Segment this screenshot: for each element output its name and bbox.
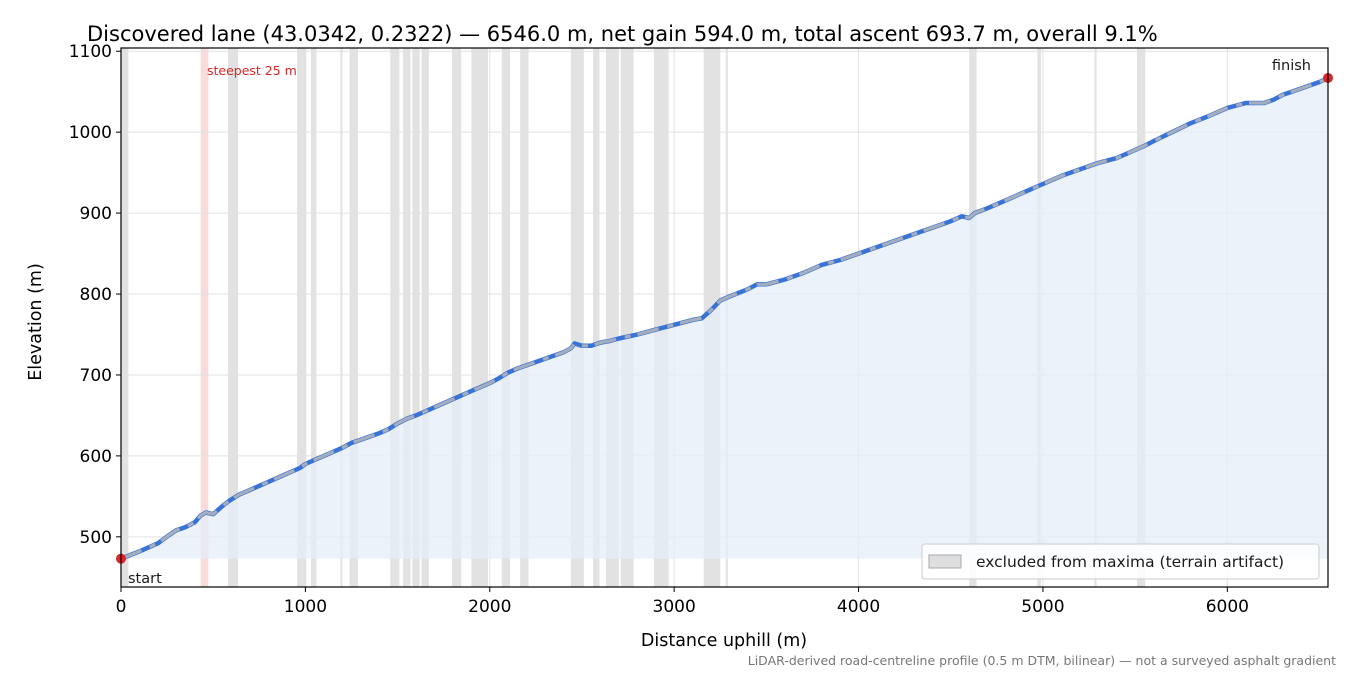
y-tick-label: 600	[80, 447, 112, 467]
y-tick-label: 800	[80, 285, 112, 305]
y-tick-label: 500	[80, 528, 112, 548]
area-fill	[121, 77, 1328, 559]
excluded-band	[520, 48, 529, 587]
excluded-band	[412, 48, 420, 587]
legend-entry: excluded from maxima (terrain artifact)	[976, 553, 1284, 571]
excluded-band	[451, 48, 462, 587]
excluded-band	[227, 48, 239, 587]
excluded-band	[403, 48, 411, 587]
axis-ticks: 0 1000 2000 3000 4000 5000 6000 500 600 700 800 900…	[69, 42, 1249, 617]
x-tick-label: 4000	[837, 597, 880, 617]
plot-border	[120, 47, 1329, 588]
y-tick-label: 900	[80, 204, 112, 224]
footnote: LiDAR-derived road-centreline profile (0…	[748, 653, 1336, 668]
excluded-band	[340, 48, 343, 587]
excluded-band	[593, 48, 600, 587]
plot-frame	[120, 47, 1329, 588]
excluded-band	[297, 48, 307, 587]
x-tick-label: 3000	[653, 597, 696, 617]
excluded-band	[121, 48, 129, 587]
y-tick-label: 1100	[69, 42, 112, 62]
x-tick-label: 0	[116, 597, 127, 617]
excluded-band	[390, 48, 400, 587]
elevation-series	[118, 75, 1331, 561]
excluded-band	[349, 48, 358, 587]
steepest-band	[200, 48, 209, 587]
excluded-band	[310, 48, 317, 587]
excluded-band	[421, 48, 429, 587]
elevation-area	[121, 77, 1328, 559]
chart-title: Discovered lane (43.0342, 0.2322) — 6546…	[87, 22, 1158, 46]
legend-box	[921, 543, 1320, 580]
excluded-band	[501, 48, 511, 587]
legend-swatch	[928, 554, 962, 569]
series-line-overlay	[120, 76, 1329, 561]
y-tick-label: 700	[80, 366, 112, 386]
x-tick-label: 5000	[1021, 597, 1064, 617]
legend: excluded from maxima (terrain artifact)	[921, 543, 1320, 580]
steepest-label: steepest 25 m	[207, 63, 297, 78]
start-label: start	[128, 571, 162, 587]
y-axis-label: Elevation (m)	[26, 263, 46, 381]
finish-label: finish	[1272, 58, 1311, 74]
x-tick-label: 2000	[468, 597, 511, 617]
x-axis-label: Distance uphill (m)	[641, 631, 807, 651]
x-tick-label: 1000	[284, 597, 327, 617]
y-tick-label: 1000	[69, 123, 112, 143]
x-tick-label: 6000	[1206, 597, 1249, 617]
